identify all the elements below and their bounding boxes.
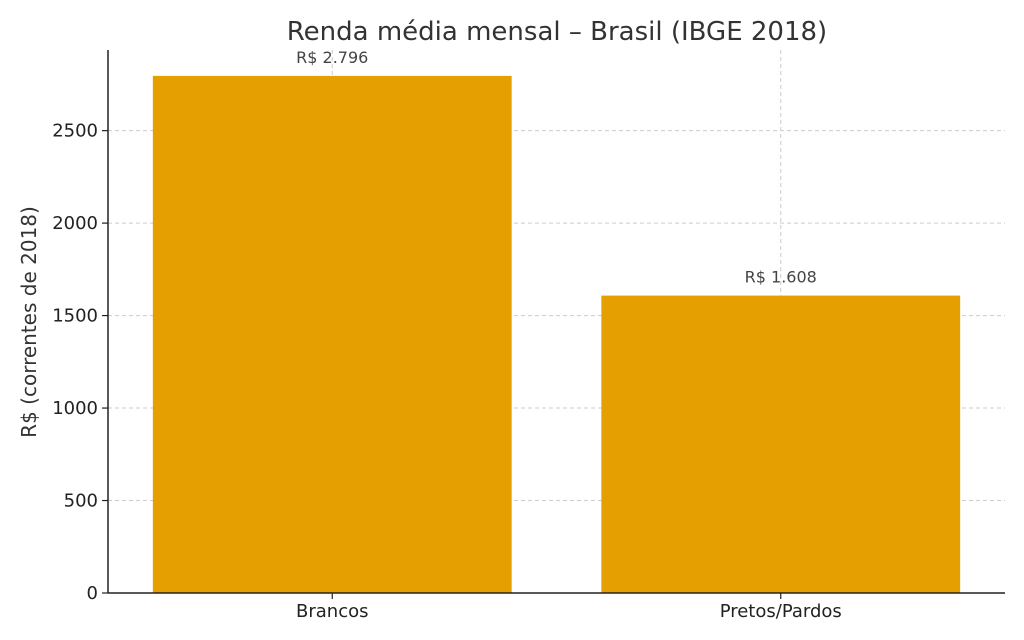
bar (152, 75, 512, 593)
x-tick-label: Pretos/Pardos (720, 601, 842, 622)
y-tick-label: 0 (87, 583, 98, 604)
data-labels: R$ 2.796 R$ 1.608 (296, 48, 817, 287)
bar (601, 295, 961, 593)
data-label: R$ 1.608 (745, 268, 817, 287)
y-tick-label: 2500 (52, 121, 98, 142)
data-label: R$ 2.796 (296, 48, 368, 67)
x-axis-ticks: Brancos Pretos/Pardos (296, 593, 842, 622)
y-tick-label: 1500 (52, 306, 98, 327)
y-tick-label: 500 (64, 491, 98, 512)
y-tick-label: 1000 (52, 398, 98, 419)
y-tick-label: 2000 (52, 213, 98, 234)
y-axis-ticks: 0 500 1000 1500 2000 2500 (52, 121, 108, 604)
chart-title: Renda média mensal – Brasil (IBGE 2018) (287, 17, 827, 47)
x-tick-label: Brancos (296, 601, 368, 622)
y-axis-label: R$ (correntes de 2018) (17, 206, 41, 438)
bars (152, 75, 961, 593)
